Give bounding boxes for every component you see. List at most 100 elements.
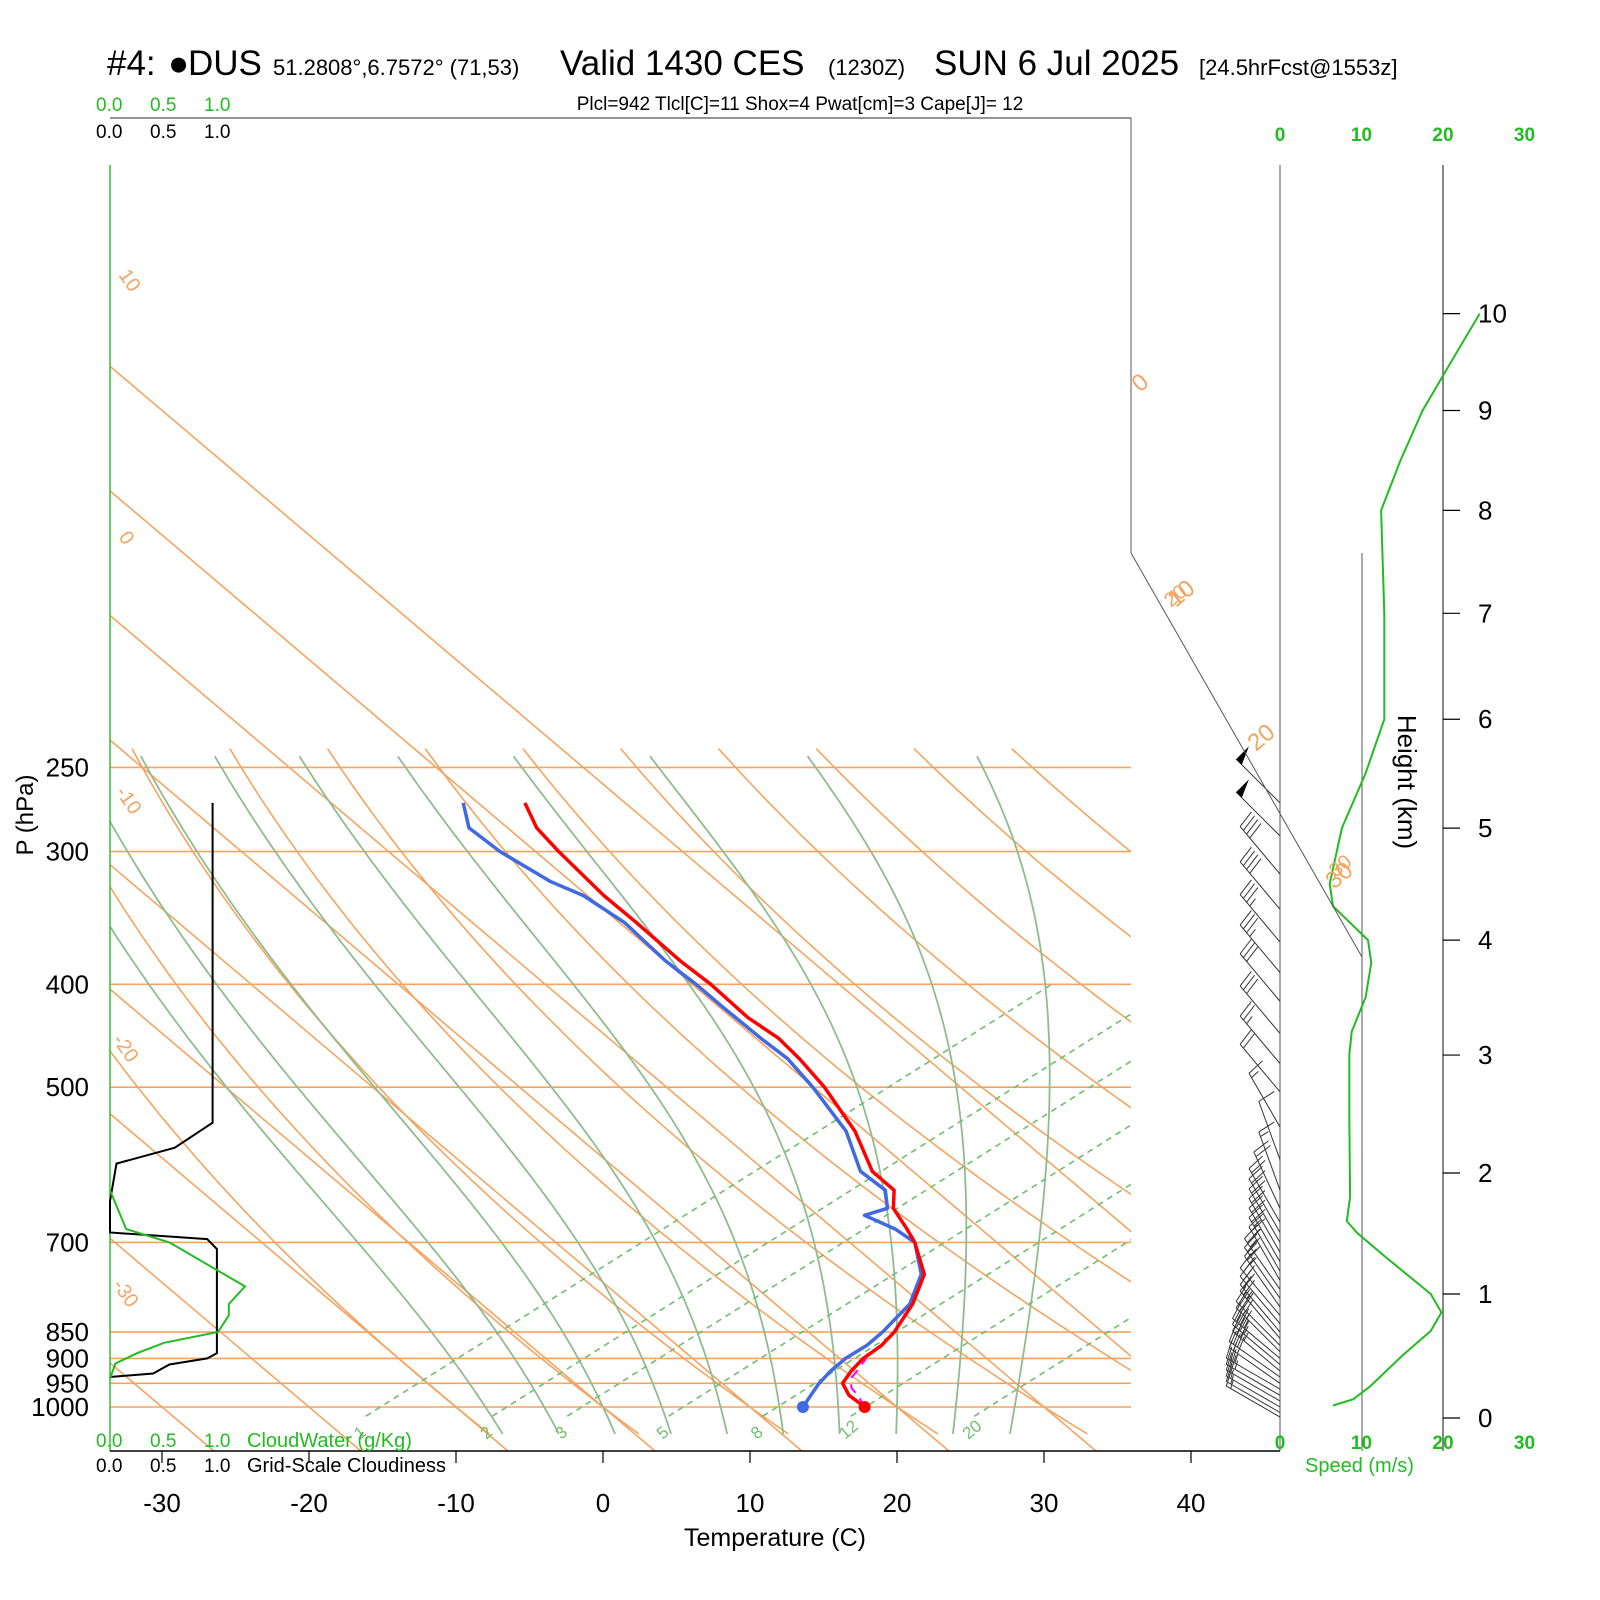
- barb-flag: [1235, 1311, 1246, 1329]
- isotherm-line: [110, 614, 1097, 1451]
- wind-barb: [1235, 746, 1281, 804]
- height-tick-label: 9: [1478, 395, 1492, 425]
- moist-adiabat-line: [806, 755, 968, 1434]
- barb-flag: [1248, 1195, 1263, 1209]
- pressure-tick-label: 950: [46, 1368, 89, 1398]
- barb-half-flag: [1230, 1379, 1234, 1389]
- moist-adiabat-line: [976, 755, 1051, 1434]
- isotherm-line: [110, 863, 803, 1451]
- barb-staff: [1226, 1357, 1281, 1390]
- cloud-scale-top-green: 0.0: [96, 95, 122, 116]
- barb-flag: [1242, 1279, 1255, 1296]
- mixing-ratio-line: [973, 1222, 1280, 1417]
- wind-barb: [1228, 1324, 1281, 1378]
- moist-adiabat-line: [110, 924, 504, 1435]
- wind-barb: [1235, 779, 1281, 837]
- barb-flag: [1239, 1276, 1252, 1292]
- dry-adiabat-line: [229, 748, 939, 1435]
- barb-staff: [1239, 894, 1281, 943]
- barb-staff: [1239, 985, 1281, 1034]
- mixing-ratio-label: 8: [747, 1422, 766, 1443]
- barb-staff: [1253, 1151, 1281, 1209]
- barb-staff: [1239, 1015, 1281, 1064]
- moist-adiabat-line: [140, 755, 616, 1435]
- barb-staff: [1239, 826, 1281, 875]
- moist-adiabat-line: [298, 755, 728, 1435]
- barb-flag: [1225, 1363, 1233, 1382]
- cloud-scale-top-black: 0.0: [96, 122, 122, 143]
- wind-barb: [1225, 1363, 1281, 1413]
- isotherm-line: [110, 365, 1280, 1359]
- barb-flag: [1230, 1342, 1237, 1361]
- barb-flag: [1251, 1170, 1266, 1184]
- moist-adiabat-line: [397, 755, 785, 1435]
- isotherm-line: [110, 489, 1244, 1451]
- barb-flag: [1251, 1180, 1266, 1194]
- barb-staff: [1239, 924, 1281, 973]
- barb-flag: [1242, 1033, 1255, 1049]
- isotherm-label: -20: [108, 1030, 143, 1066]
- dewpoint-line: [461, 802, 924, 1408]
- barb-half-flag: [1249, 928, 1256, 937]
- barb-flag: [1242, 942, 1255, 958]
- cloudiness-line: [109, 802, 218, 1378]
- moist-adiabat-line: [110, 819, 560, 1435]
- barb-staff: [1228, 1347, 1281, 1384]
- barb-flag: [1232, 1314, 1242, 1332]
- wind-barb: [1239, 1269, 1281, 1333]
- height-tick-label: 4: [1478, 925, 1492, 955]
- barb-flag: [1239, 938, 1252, 955]
- x-tick-label: 30: [1030, 1488, 1059, 1518]
- barb-flag: [1251, 1160, 1266, 1174]
- barb-flag: [1239, 1321, 1250, 1338]
- pressure-tick-label: 900: [46, 1343, 89, 1373]
- barb-flag: [1239, 1269, 1252, 1285]
- moist-adiabat-line: [512, 755, 841, 1434]
- mixing-ratio-label: 5: [653, 1422, 672, 1443]
- barb-flag: [1242, 974, 1255, 991]
- wind-speed-line: [1328, 313, 1481, 1407]
- dry-adiabat-line: [110, 1049, 490, 1435]
- barb-flag: [1246, 819, 1259, 835]
- speed-tick-top: 30: [1514, 125, 1535, 146]
- dry-adiabat-line: [815, 748, 1280, 1127]
- barb-half-flag: [1246, 1016, 1253, 1025]
- barb-flag: [1228, 1324, 1237, 1342]
- isotherm-label: -10: [111, 782, 146, 818]
- barb-flag: [1242, 1273, 1255, 1289]
- surface-temperature-point: [858, 1401, 871, 1413]
- wind-barb: [1232, 1314, 1281, 1372]
- barb-staff: [1239, 1284, 1281, 1333]
- height-tick-label: 2: [1478, 1158, 1492, 1188]
- barb-flag: [1246, 1246, 1261, 1261]
- height-tick-label: 5: [1478, 813, 1492, 843]
- cloud-scale-top-green: 0.5: [150, 95, 176, 116]
- x-tick-label: -30: [143, 1488, 181, 1518]
- barb-flag: [1251, 1199, 1266, 1213]
- barb-flag: [1251, 1208, 1266, 1223]
- barb-staff: [1226, 1375, 1281, 1408]
- barb-staff: [1239, 953, 1281, 1002]
- barb-half-flag: [1249, 898, 1256, 907]
- barb-flag: [1246, 1228, 1261, 1244]
- barb-flag: [1239, 879, 1252, 895]
- barb-flag: [1232, 1301, 1242, 1319]
- sounding-traces: [461, 802, 927, 1413]
- isotherm-line: [110, 739, 950, 1451]
- wind-barb: [1239, 846, 1281, 910]
- dry-adiabat-line: [110, 885, 640, 1435]
- barb-flag: [1239, 1001, 1252, 1017]
- mixing-ratio-label: 3: [552, 1422, 571, 1443]
- barb-staff: [1235, 758, 1281, 804]
- x-tick-label: 10: [736, 1488, 765, 1518]
- barb-half-flag: [1249, 1257, 1257, 1265]
- barb-flag: [1242, 815, 1255, 831]
- barb-flag: [1239, 1308, 1250, 1326]
- x-tick-label: 40: [1177, 1488, 1206, 1518]
- speed-tick-top: 10: [1351, 125, 1372, 146]
- wind-barb: [1239, 811, 1281, 875]
- barb-flag: [1246, 854, 1259, 870]
- wind-barb: [1239, 1001, 1281, 1064]
- x-tick-label: 20: [883, 1488, 912, 1518]
- axis-labels: Temperature (C) P (hPa) Height (km) Clou…: [12, 715, 1422, 1552]
